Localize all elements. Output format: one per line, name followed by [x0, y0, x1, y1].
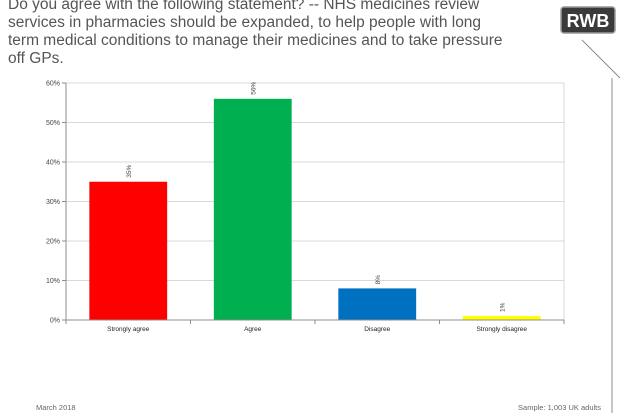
- y-tick-label: 10%: [46, 278, 60, 285]
- bar-value-label: 8%: [375, 275, 382, 285]
- x-tick-label: Strongly disagree: [476, 326, 527, 333]
- bar: [338, 288, 417, 320]
- rwb-logo: RWB: [560, 6, 616, 34]
- bar-value-label: 35%: [126, 165, 133, 178]
- y-tick-label: 30%: [46, 199, 60, 206]
- bars: [89, 98, 541, 320]
- footer-date: March 2018: [36, 403, 76, 412]
- x-tick-label: Disagree: [364, 326, 390, 333]
- y-tick-label: 20%: [46, 239, 60, 246]
- x-tick-label: Strongly agree: [107, 326, 150, 333]
- chart-title: Do you agree with the following statemen…: [8, 0, 503, 67]
- bar: [89, 181, 168, 320]
- y-tick-label: 0%: [50, 318, 60, 325]
- bar-value-label: 56%: [250, 82, 257, 95]
- y-tick-label: 40%: [46, 160, 60, 167]
- bar: [462, 316, 541, 320]
- logo-text: RWB: [567, 11, 610, 31]
- y-tick-label: 60%: [46, 81, 60, 88]
- y-axis: 0% 10% 20% 30% 40% 50% 60%: [46, 81, 67, 325]
- footer-sample: Sample: 1,003 UK adults: [518, 403, 601, 412]
- x-axis: Strongly agree Agree Disagree Strongly disa…: [65, 319, 565, 333]
- x-tick-label: Agree: [244, 326, 262, 333]
- bar: [213, 98, 292, 320]
- bar-value-label: 1%: [499, 302, 506, 312]
- data-labels: 35% 56% 8% 1%: [126, 82, 507, 312]
- y-tick-label: 50%: [46, 120, 60, 127]
